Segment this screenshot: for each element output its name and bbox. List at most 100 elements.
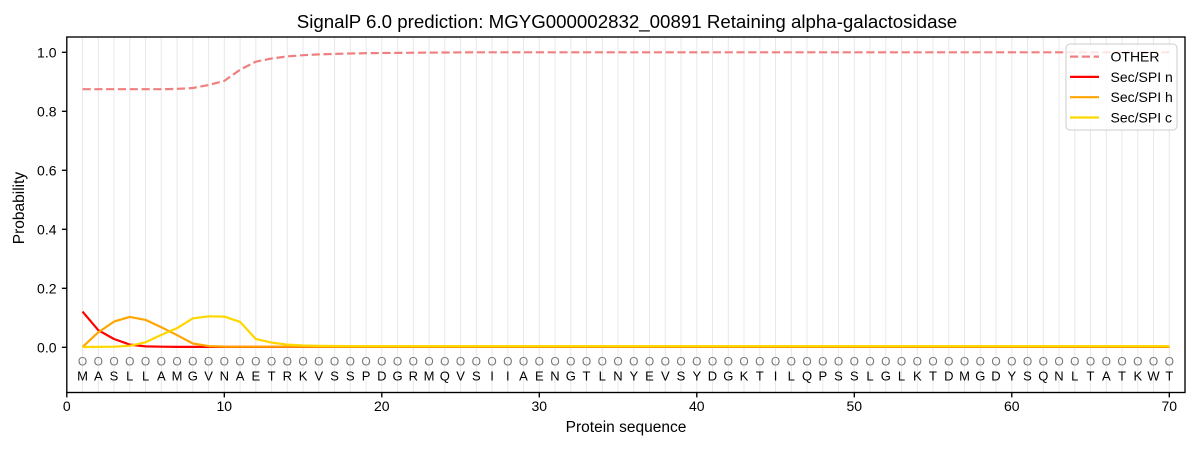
svg-text:I: I	[774, 368, 778, 383]
svg-text:O: O	[1133, 354, 1142, 368]
svg-text:O: O	[346, 354, 355, 368]
svg-text:Q: Q	[802, 368, 812, 383]
svg-text:V: V	[204, 368, 213, 383]
svg-text:P: P	[818, 368, 827, 383]
svg-text:G: G	[975, 368, 985, 383]
svg-text:T: T	[1118, 368, 1126, 383]
svg-text:O: O	[487, 354, 496, 368]
svg-text:Y: Y	[692, 368, 701, 383]
svg-text:O: O	[755, 354, 764, 368]
svg-text:A: A	[94, 368, 103, 383]
svg-text:O: O	[472, 354, 481, 368]
svg-text:Sec/SPI h: Sec/SPI h	[1111, 89, 1173, 105]
svg-text:O: O	[361, 354, 370, 368]
svg-text:0.2: 0.2	[37, 281, 57, 297]
svg-text:A: A	[157, 368, 166, 383]
svg-text:A: A	[1102, 368, 1111, 383]
svg-text:O: O	[456, 354, 465, 368]
svg-text:O: O	[503, 354, 512, 368]
svg-text:V: V	[456, 368, 465, 383]
svg-text:L: L	[1071, 368, 1078, 383]
svg-text:D: D	[377, 368, 386, 383]
svg-text:O: O	[818, 354, 827, 368]
svg-text:N: N	[550, 368, 559, 383]
svg-text:L: L	[866, 368, 873, 383]
svg-text:O: O	[440, 354, 449, 368]
svg-text:N: N	[220, 368, 229, 383]
svg-text:S: S	[834, 368, 843, 383]
svg-text:O: O	[78, 354, 87, 368]
svg-text:O: O	[1054, 354, 1063, 368]
svg-text:O: O	[661, 354, 670, 368]
svg-text:T: T	[756, 368, 764, 383]
svg-text:O: O	[566, 354, 575, 368]
svg-text:O: O	[960, 354, 969, 368]
svg-text:O: O	[865, 354, 874, 368]
svg-text:O: O	[629, 354, 638, 368]
svg-text:M: M	[959, 368, 970, 383]
svg-text:O: O	[109, 354, 118, 368]
svg-text:O: O	[519, 354, 528, 368]
svg-text:G: G	[723, 368, 733, 383]
svg-text:O: O	[235, 354, 244, 368]
svg-text:O: O	[314, 354, 323, 368]
svg-text:T: T	[929, 368, 937, 383]
svg-text:OTHER: OTHER	[1111, 49, 1160, 65]
svg-text:Y: Y	[1007, 368, 1016, 383]
svg-text:O: O	[204, 354, 213, 368]
svg-text:O: O	[298, 354, 307, 368]
svg-text:K: K	[1133, 368, 1142, 383]
svg-text:0.0: 0.0	[37, 340, 57, 356]
svg-text:O: O	[802, 354, 811, 368]
svg-text:30: 30	[532, 398, 548, 414]
svg-text:G: G	[188, 368, 198, 383]
svg-text:I: I	[490, 368, 494, 383]
svg-text:O: O	[928, 354, 937, 368]
svg-text:1.0: 1.0	[37, 45, 57, 61]
svg-text:O: O	[267, 354, 276, 368]
svg-text:K: K	[299, 368, 308, 383]
svg-text:O: O	[1117, 354, 1126, 368]
svg-text:0.4: 0.4	[37, 222, 57, 238]
svg-text:A: A	[236, 368, 245, 383]
svg-text:E: E	[645, 368, 654, 383]
svg-text:0.6: 0.6	[37, 163, 57, 179]
svg-text:O: O	[283, 354, 292, 368]
svg-text:O: O	[1165, 354, 1174, 368]
svg-text:L: L	[126, 368, 133, 383]
svg-text:M: M	[424, 368, 435, 383]
svg-text:O: O	[141, 354, 150, 368]
svg-text:O: O	[881, 354, 890, 368]
svg-text:S: S	[1023, 368, 1032, 383]
svg-text:O: O	[1102, 354, 1111, 368]
svg-text:I: I	[506, 368, 510, 383]
svg-text:Y: Y	[629, 368, 638, 383]
svg-text:K: K	[913, 368, 922, 383]
svg-text:S: S	[330, 368, 339, 383]
svg-text:O: O	[708, 354, 717, 368]
svg-text:G: G	[566, 368, 576, 383]
svg-text:10: 10	[217, 398, 233, 414]
svg-text:Protein sequence: Protein sequence	[566, 419, 687, 436]
svg-text:N: N	[1054, 368, 1063, 383]
svg-text:O: O	[188, 354, 197, 368]
svg-text:O: O	[771, 354, 780, 368]
svg-text:M: M	[172, 368, 183, 383]
svg-text:0.8: 0.8	[37, 104, 57, 120]
svg-text:L: L	[142, 368, 149, 383]
svg-text:N: N	[613, 368, 622, 383]
svg-text:40: 40	[689, 398, 705, 414]
svg-text:O: O	[739, 354, 748, 368]
svg-text:O: O	[220, 354, 229, 368]
svg-text:R: R	[409, 368, 418, 383]
svg-text:O: O	[692, 354, 701, 368]
svg-text:D: D	[991, 368, 1000, 383]
svg-text:O: O	[424, 354, 433, 368]
svg-text:O: O	[330, 354, 339, 368]
svg-text:O: O	[598, 354, 607, 368]
svg-text:K: K	[740, 368, 749, 383]
svg-text:O: O	[550, 354, 559, 368]
svg-text:T: T	[1087, 368, 1095, 383]
svg-text:O: O	[1149, 354, 1158, 368]
svg-text:O: O	[724, 354, 733, 368]
